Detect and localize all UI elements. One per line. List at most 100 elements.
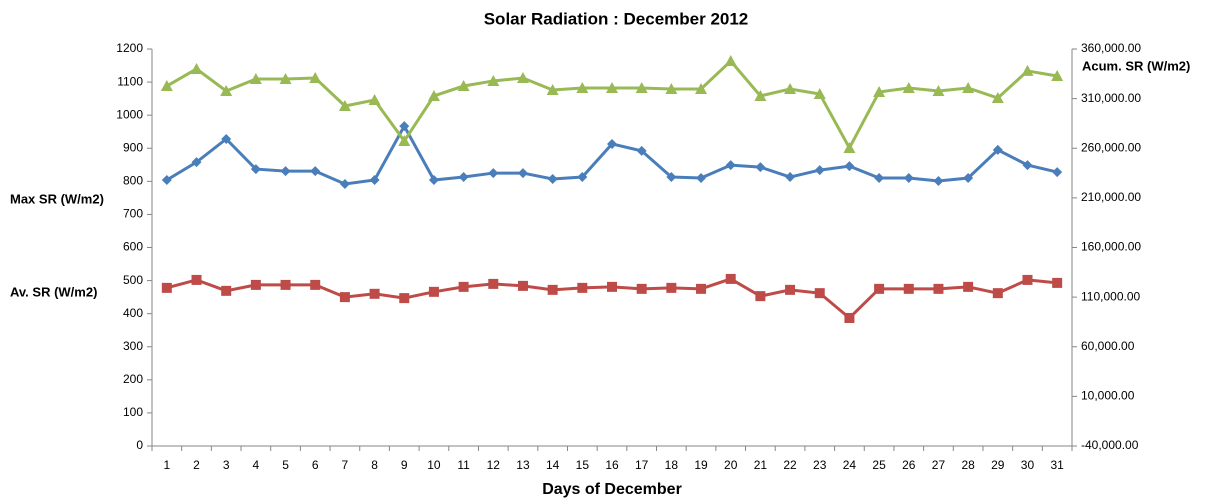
marker — [517, 168, 528, 179]
series-axis-label: Acum. SR (W/m2) — [1082, 58, 1190, 73]
x-tick-label: 27 — [932, 458, 946, 472]
marker — [696, 173, 707, 184]
marker — [636, 283, 647, 294]
marker — [221, 285, 232, 296]
marker — [963, 281, 974, 292]
marker — [666, 172, 677, 183]
marker — [607, 281, 617, 292]
x-tick-label: 8 — [371, 458, 378, 472]
marker — [755, 162, 766, 173]
marker — [755, 291, 766, 302]
marker — [310, 279, 321, 290]
y-tick-label: 400 — [123, 306, 143, 320]
x-tick-label: 17 — [635, 458, 649, 472]
marker — [813, 87, 826, 99]
marker — [458, 172, 469, 183]
marker — [695, 82, 708, 94]
marker — [516, 71, 529, 83]
marker — [725, 160, 736, 171]
marker — [784, 82, 797, 94]
x-tick-label: 14 — [546, 458, 560, 472]
marker — [221, 133, 232, 144]
marker — [369, 288, 380, 299]
marker — [398, 135, 411, 147]
y-tick-label: 100 — [123, 405, 143, 419]
x-tick-label: 1 — [163, 458, 170, 472]
marker — [962, 82, 975, 94]
x-tick-label: 4 — [253, 458, 260, 472]
y2-tick-label: 160,000.00 — [1081, 240, 1141, 254]
marker — [161, 175, 172, 186]
marker — [607, 138, 617, 149]
x-tick-label: 24 — [843, 458, 857, 472]
marker — [488, 168, 499, 179]
y2-tick-label: 210,000.00 — [1081, 190, 1141, 204]
y-tick-label: 200 — [123, 372, 143, 386]
x-tick-label: 3 — [223, 458, 230, 472]
marker — [992, 288, 1003, 299]
x-tick-label: 19 — [694, 458, 708, 472]
x-tick-label: 5 — [282, 458, 289, 472]
y-tick-label: 800 — [123, 174, 143, 188]
x-tick-label: 22 — [783, 458, 797, 472]
marker — [696, 283, 707, 294]
marker — [399, 293, 410, 304]
marker — [280, 279, 291, 290]
y-tick-label: 1200 — [116, 41, 143, 55]
marker — [785, 172, 796, 183]
series-line — [166, 122, 1058, 186]
marker — [190, 62, 203, 74]
x-tick-label: 21 — [754, 458, 768, 472]
marker — [546, 83, 559, 95]
y-tick-label: 1000 — [116, 107, 143, 121]
marker — [369, 175, 380, 186]
marker — [457, 80, 470, 92]
y2-tick-label: 310,000.00 — [1081, 91, 1141, 105]
x-tick-label: 23 — [813, 458, 827, 472]
series-axis-label: Max SR (W/m2) — [10, 191, 104, 206]
marker — [1052, 277, 1063, 288]
marker — [635, 82, 648, 94]
marker — [577, 172, 588, 183]
x-tick-label: 25 — [872, 458, 886, 472]
marker — [814, 165, 825, 176]
x-tick-label: 15 — [576, 458, 590, 472]
marker — [428, 286, 439, 297]
marker — [339, 178, 350, 189]
x-tick-label: 29 — [991, 458, 1005, 472]
series-axis-label: Av. SR (W/m2) — [10, 284, 97, 299]
marker — [874, 283, 885, 294]
marker — [814, 288, 825, 299]
marker — [903, 283, 914, 294]
marker — [844, 312, 855, 323]
y2-tick-label: -40,000.00 — [1081, 438, 1139, 452]
marker — [220, 84, 233, 96]
x-tick-label: 7 — [342, 458, 349, 472]
marker — [577, 282, 588, 293]
marker — [1022, 274, 1033, 285]
y-tick-label: 600 — [123, 240, 143, 254]
marker — [339, 292, 350, 303]
y-tick-label: 1100 — [117, 74, 143, 88]
marker — [754, 89, 767, 101]
marker — [368, 94, 381, 106]
chart-title: Solar Radiation : December 2012 — [484, 9, 749, 28]
marker — [844, 161, 855, 172]
marker — [785, 284, 796, 295]
y2-tick-label: 60,000.00 — [1081, 339, 1135, 353]
marker — [547, 284, 558, 295]
marker — [903, 173, 914, 184]
marker — [309, 71, 322, 83]
marker — [191, 274, 202, 285]
marker — [991, 92, 1004, 104]
series-line — [166, 58, 1058, 152]
marker — [249, 72, 262, 84]
marker — [427, 89, 440, 101]
x-tick-label: 13 — [516, 458, 530, 472]
x-tick-label: 18 — [665, 458, 679, 472]
marker — [665, 82, 678, 94]
y-tick-label: 700 — [123, 207, 143, 221]
marker — [338, 99, 351, 111]
x-tick-label: 2 — [193, 458, 200, 472]
